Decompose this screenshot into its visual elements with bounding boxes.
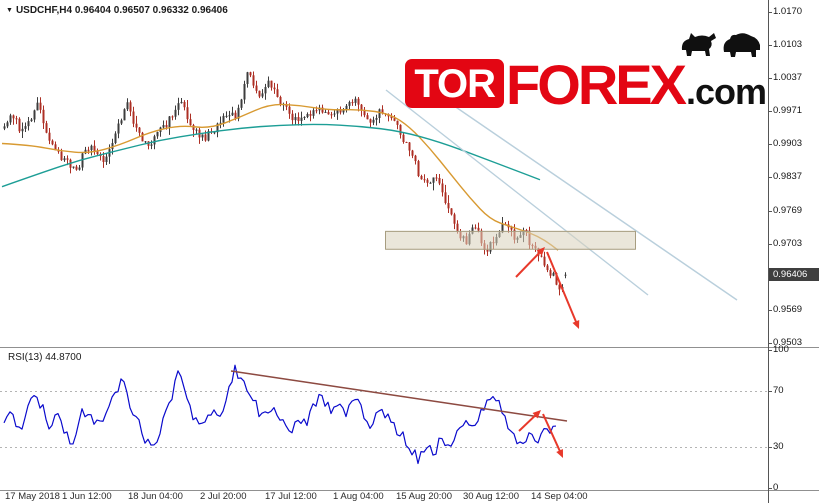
rsi-indicator-label: RSI(13) 44.8700: [8, 352, 82, 363]
time-axis-label: 15 Aug 20:00: [396, 491, 452, 502]
logo-com-text: .com: [685, 70, 767, 112]
logo-tor-badge: TOR: [405, 59, 505, 108]
price-axis-label: 1.0103: [773, 39, 803, 51]
time-axis-label: 17 Jul 12:00: [265, 491, 317, 502]
current-price-value: 0.96406: [773, 269, 808, 281]
rsi-axis-label: 30: [773, 440, 784, 452]
price-axis-label: 0.9569: [773, 304, 803, 316]
chart-symbol-marker-icon: ▼: [6, 7, 13, 14]
price-axis-label: 1.0170: [773, 6, 803, 17]
bull-bear-icon: [678, 28, 764, 67]
rsi-axis-label: 100: [773, 344, 789, 355]
time-axis-label: 1 Aug 04:00: [333, 491, 384, 502]
price-axis-label: 0.9503: [773, 337, 803, 348]
time-axis-label: 2 Jul 20:00: [200, 491, 247, 502]
torforex-watermark-logo: TOR FOREX .com: [405, 33, 767, 117]
rsi-axis-label: 70: [773, 385, 784, 397]
time-axis-label: 14 Sep 04:00: [531, 491, 588, 502]
rsi-axis[interactable]: 100 70 30 0: [769, 344, 819, 493]
time-axis-label: 17 May 2018: [5, 491, 60, 502]
rsi-axis-label: 0: [773, 482, 779, 493]
price-axis-label: 0.9703: [773, 237, 803, 249]
price-axis[interactable]: 1.0170 1.0103 1.0037 0.9971 0.9903 0.9837 0.97…: [769, 0, 819, 348]
symbol-ohlc-title: ▼ USDCHF,H4 0.96404 0.96507 0.96332 0.96…: [6, 5, 228, 16]
symbol-ohlc-text: USDCHF,H4 0.96404 0.96507 0.96332 0.9640…: [15, 5, 228, 16]
time-axis-label: 1 Jun 12:00: [62, 491, 112, 502]
price-axis-label: 0.9769: [773, 204, 803, 216]
price-axis-label: 0.9971: [773, 104, 803, 116]
time-axis[interactable]: 17 May 2018 1 Jun 12:00 18 Jun 04:00 2 Jul …: [0, 490, 768, 503]
logo-forex-text: FOREX: [506, 53, 687, 117]
price-axis-label: 0.9837: [773, 171, 803, 183]
current-price-tag: 0.96406: [769, 268, 819, 282]
time-axis-label: 18 Jun 04:00: [128, 491, 183, 502]
price-axis-label: 1.0037: [773, 72, 803, 83]
time-axis-label: 30 Aug 12:00: [463, 491, 519, 502]
price-axis-label: 0.9903: [773, 138, 803, 150]
